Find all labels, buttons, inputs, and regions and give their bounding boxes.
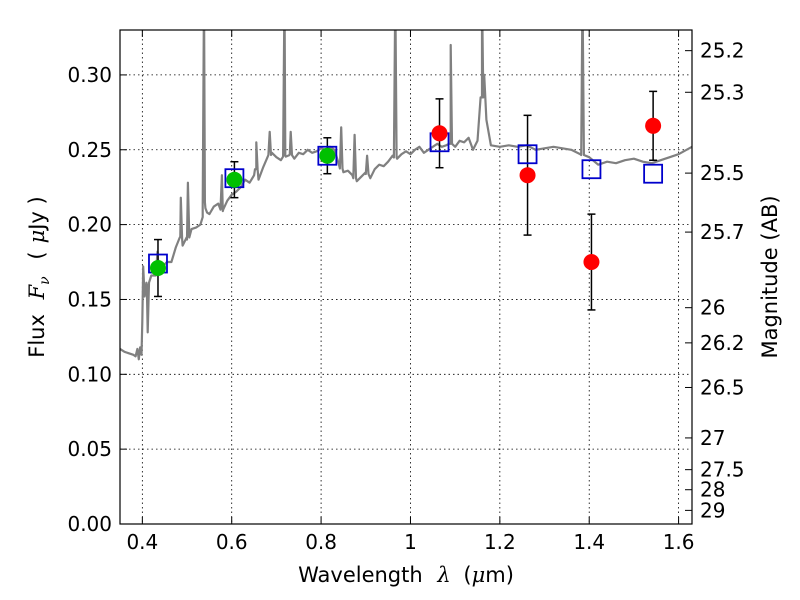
observed-point <box>149 260 166 277</box>
x-axis-label-unit-open: ( <box>463 563 471 587</box>
observed-point <box>226 171 243 188</box>
x-tick-label: 1.4 <box>573 530 605 554</box>
y-axis-label-unit-mu: μ <box>25 230 49 244</box>
x-tick-label: 1.6 <box>663 530 695 554</box>
y-tick-label: 0.20 <box>67 213 112 237</box>
x-tick-label: 0.6 <box>216 530 248 554</box>
magnitude-tick-label: 27.5 <box>700 458 745 482</box>
magnitude-tick-label: 25.3 <box>700 80 745 104</box>
x-axis-label: Wavelength λ (μm) <box>298 563 514 587</box>
magnitude-tick-label: 26.2 <box>700 331 745 355</box>
plot-frame <box>119 29 693 525</box>
magnitude-axis-label: Magnitude (AB) <box>758 195 782 358</box>
x-axis-label-text: Wavelength <box>298 563 423 587</box>
model-photometry-squares <box>148 132 664 274</box>
x-axis-label-unit-mu: μ <box>472 563 486 587</box>
model-photometry-square <box>517 144 538 165</box>
y-axis-label: Flux Fν ( μJy ) <box>25 196 54 357</box>
magnitude-tick-label: 26 <box>700 296 725 320</box>
y-tick-label: 0.15 <box>67 287 112 311</box>
model-photometry-square <box>643 163 664 184</box>
observed-point <box>319 147 336 164</box>
magnitude-tick-label: 25.2 <box>700 39 745 63</box>
y-tick-label: 0.00 <box>67 512 112 536</box>
x-axis-ticks: 0.4 0.6 0.8 1 1.2 1.4 1.6 <box>126 30 695 554</box>
magnitude-tick-label: 26.5 <box>700 375 745 399</box>
x-axis-label-unit-rest: m) <box>485 563 514 587</box>
magnitude-tick-label: 28 <box>700 478 725 502</box>
y-tick-label: 0.10 <box>67 362 112 386</box>
model-photometry-square <box>317 145 338 166</box>
observed-point <box>519 167 536 184</box>
magnitude-tick-label: 27 <box>700 426 725 450</box>
observed-point <box>583 254 600 271</box>
y-axis-label-subscript: ν <box>37 276 53 285</box>
observed-photometry-markers <box>149 117 662 277</box>
magnitude-tick-label: 25.5 <box>700 161 745 185</box>
y-tick-label: 0.05 <box>67 437 112 461</box>
model-photometry-square <box>581 159 602 180</box>
y-axis-ticks: 0.00 0.05 0.10 0.15 0.20 0.25 0.30 <box>67 63 127 536</box>
y-tick-label: 0.25 <box>67 138 112 162</box>
x-tick-label: 0.8 <box>305 530 337 554</box>
x-tick-label: 1.2 <box>484 530 516 554</box>
y-axis-label-unit-rest: Jy ) <box>25 196 49 232</box>
y-axis-label-symbol: F <box>25 283 49 300</box>
y-axis-label-text: Flux <box>25 314 49 358</box>
plot-background <box>120 30 692 524</box>
magnitude-tick-label: 29 <box>700 498 725 522</box>
magnitude-tick-label: 25.7 <box>700 220 745 244</box>
y-axis-label-unit-open: ( <box>25 251 49 259</box>
observed-point <box>645 117 662 134</box>
observed-point <box>431 125 448 142</box>
x-tick-label: 1 <box>404 530 417 554</box>
x-axis-label-symbol: λ <box>436 563 450 587</box>
x-tick-label: 0.4 <box>126 530 158 554</box>
y-tick-label: 0.30 <box>67 63 112 87</box>
